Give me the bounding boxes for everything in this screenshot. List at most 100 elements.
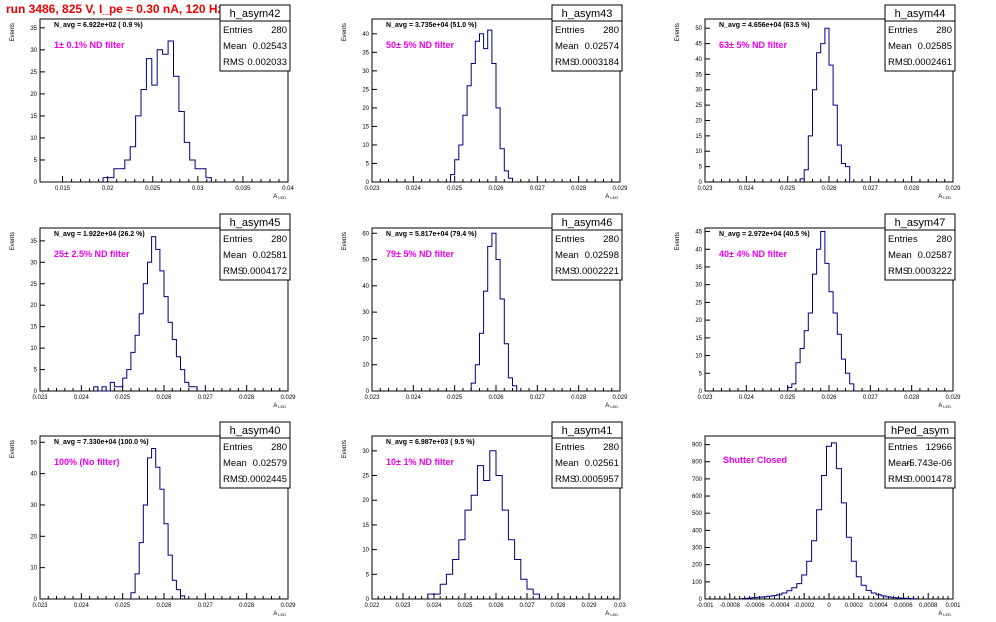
histogram-line (130, 448, 186, 599)
y-tick-label: 200 (692, 563, 703, 569)
x-tick-label: 0.027 (198, 603, 214, 609)
y-tick-label: 20 (362, 498, 369, 504)
histogram-line (799, 27, 851, 182)
y-tick-label: 30 (695, 283, 702, 289)
y-axis-title: Events (675, 23, 681, 41)
x-tick-label: 0.029 (945, 395, 961, 401)
y-tick-label: 50 (362, 258, 369, 264)
y-tick-label: 0 (366, 389, 370, 395)
stats-value: 0.02598 (585, 250, 619, 261)
histogram-panel-h_asym40: 0.023 0.024 0.025 0.026 0.027 0.028 0.029 0 10 20… (10, 421, 296, 617)
stats-value: 0.0002445 (242, 474, 287, 485)
stats-value: 0.0005957 (574, 474, 619, 485)
stats-title: h_asym46 (562, 217, 613, 229)
stats-value: 0.02543 (253, 41, 287, 52)
y-tick-label: 10 (695, 149, 702, 155)
x-tick-label: 0.027 (530, 186, 546, 192)
y-tick-label: 25 (362, 87, 369, 93)
stats-label: Entries (555, 442, 585, 453)
filter-label: 25± 2.5% ND filter (54, 249, 130, 259)
stats-value: 280 (271, 25, 287, 36)
x-tick-label: 0.023 (364, 395, 380, 401)
y-tick-label: 30 (30, 503, 37, 509)
stats-value: 280 (936, 234, 952, 245)
x-tick-label: 0.024 (74, 603, 90, 609)
stats-label: Entries (223, 442, 253, 453)
stats-label: Entries (555, 234, 585, 245)
x-tick-label: 0.015 (55, 186, 71, 192)
stats-label: RMS (555, 266, 576, 277)
histogram-line (787, 231, 855, 391)
y-tick-label: 900 (692, 443, 703, 449)
x-tick-label: 0.0004 (869, 603, 888, 609)
x-tick-label: 0.026 (156, 395, 172, 401)
y-tick-label: 40 (362, 284, 369, 290)
x-tick-label: 0.025 (145, 186, 161, 192)
filter-label: 50± 5% ND filter (386, 40, 454, 50)
x-tick-label: 0.035 (235, 186, 251, 192)
n-avg-title: N_avg = 2.972e+04 (40.5 %) (719, 231, 810, 238)
y-tick-label: 5 (699, 165, 703, 171)
x-tick-label: 0.023 (697, 186, 713, 192)
y-tick-label: 15 (695, 336, 702, 342)
y-tick-label: 30 (362, 449, 369, 455)
n-avg-title: N_avg = 5.817e+04 (79.4 %) (386, 231, 477, 238)
y-tick-label: 0 (699, 180, 703, 186)
y-tick-label: 40 (695, 57, 702, 63)
x-tick-label: 0.025 (780, 395, 796, 401)
n-avg-title: N_avg = 4.656e+04 (63.5 %) (719, 22, 810, 29)
x-tick-label: 0.027 (530, 395, 546, 401)
stats-label: Entries (888, 442, 918, 453)
x-tick-label: -0.0002 (794, 603, 815, 609)
x-tick-label: 0.029 (581, 603, 597, 609)
y-tick-label: 0 (699, 597, 703, 603)
y-axis-title: Events (342, 232, 348, 250)
histogram-panel-h_asym44: 0.023 0.024 0.025 0.026 0.027 0.028 0.029 0 5 10 1… (675, 4, 961, 200)
stats-box (551, 421, 623, 489)
y-tick-label: 50 (695, 26, 702, 32)
x-tick-label: 0.025 (447, 186, 463, 192)
x-tick-label: 0 (827, 603, 831, 609)
y-axis-title: Events (675, 232, 681, 250)
stats-title: h_asym40 (230, 425, 281, 437)
x-tick-label: 0.001 (945, 603, 961, 609)
x-tick-label: 0.024 (739, 186, 755, 192)
stats-value: 0.02579 (253, 458, 287, 469)
stats-label: RMS (888, 266, 909, 277)
y-tick-label: 35 (695, 265, 702, 271)
y-tick-label: 30 (30, 260, 37, 266)
y-tick-label: 5 (699, 371, 703, 377)
n-avg-title: N_avg = 7.330e+04 (100.0 %) (54, 439, 149, 446)
x-tick-label: 0.028 (239, 395, 255, 401)
y-tick-label: 10 (695, 354, 702, 360)
stats-label: Mean (555, 458, 579, 469)
x-tick-label: 0.025 (780, 186, 796, 192)
x-tick-label: 0.024 (739, 395, 755, 401)
stats-label: Entries (223, 25, 253, 36)
x-tick-label: 0.026 (488, 603, 504, 609)
x-tick-label: 0.023 (32, 603, 48, 609)
stats-value: 0.02587 (918, 250, 952, 261)
y-tick-label: 0 (366, 180, 370, 186)
x-tick-label: 0.027 (198, 395, 214, 401)
y-tick-label: 35 (695, 72, 702, 78)
y-tick-label: 20 (30, 92, 37, 98)
histogram-line (93, 236, 198, 392)
stats-value: 0.0003184 (574, 57, 619, 68)
x-tick-label: 0.027 (863, 186, 879, 192)
y-tick-label: 600 (692, 494, 703, 500)
histogram-line (450, 29, 513, 182)
stats-value: 280 (603, 25, 619, 36)
stats-value: 0.02581 (253, 250, 287, 261)
y-tick-label: 20 (30, 303, 37, 309)
stats-box (551, 4, 623, 72)
stats-value: -5.743e-06 (906, 458, 952, 469)
x-tick-label: 0.023 (364, 186, 380, 192)
x-tick-label: 0.025 (447, 395, 463, 401)
y-tick-label: 5 (366, 572, 370, 578)
x-tick-label: 0.0008 (919, 603, 938, 609)
y-tick-label: 25 (30, 70, 37, 76)
y-tick-label: 10 (362, 363, 369, 369)
n-avg-title: N_avg = 6.922e+02 ( 0.9 %) (54, 22, 143, 29)
y-axis-title: Events (10, 23, 16, 41)
